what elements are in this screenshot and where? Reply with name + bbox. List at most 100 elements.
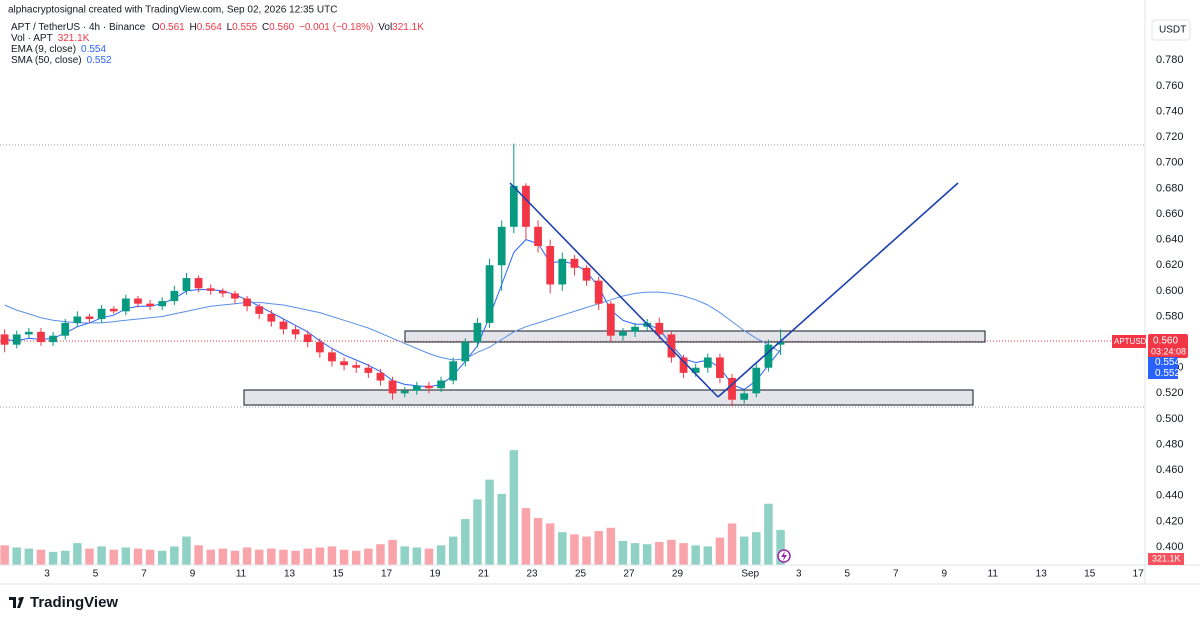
x-tick-label: 27 (623, 569, 635, 580)
candle-body (437, 380, 445, 389)
legend-line: EMA (9, close) 0.554 (11, 44, 106, 55)
candle-body (279, 321, 288, 330)
volume-bar (521, 508, 531, 565)
x-tick-label: 5 (93, 569, 99, 580)
candle-body (24, 331, 33, 335)
trend-line (509, 182, 719, 398)
candle-body (582, 267, 591, 281)
price-tag-text: 0.560 (1153, 336, 1178, 347)
candle-body (400, 390, 409, 394)
candle-body (546, 246, 555, 285)
volume-bar (121, 547, 131, 565)
y-tick-label: 0.460 (1156, 464, 1184, 476)
volume-bar (448, 536, 458, 565)
volume-bar (400, 546, 409, 565)
volume-bar (485, 479, 494, 565)
volume-bar (327, 546, 337, 565)
ema-tag-text: 0.554 (1155, 357, 1180, 368)
candle-body (703, 357, 712, 368)
legend-value: 321.1K (58, 33, 90, 44)
volume-bar (303, 548, 312, 565)
volume-bar (412, 547, 422, 565)
volume-bar (655, 542, 664, 565)
candle-body (522, 185, 530, 227)
trend-lines (509, 182, 959, 398)
candle-body (61, 322, 70, 336)
price-tags: USDT APTUSDT 0.560 03:24:08 0.554 0.552 … (1112, 19, 1191, 565)
sma-tag (1148, 368, 1178, 379)
symbol: APT / TetherUS · 4h · Binance (11, 22, 146, 33)
alert-bolt (781, 551, 787, 561)
currency: USDT (1159, 25, 1186, 36)
resistance-zone (404, 330, 986, 343)
vol-value: 321.1K (392, 22, 424, 33)
volume-bar (364, 548, 373, 565)
candle-body (73, 316, 82, 323)
volume-bar (97, 546, 106, 565)
legend-name: SMA (50, close) (11, 55, 82, 66)
candle-body (158, 301, 167, 307)
y-tick-label: 0.780 (1156, 54, 1184, 66)
legend-name: EMA (9, close) (11, 44, 76, 55)
drawings (0, 144, 1145, 408)
y-tick-label: 0.440 (1156, 490, 1184, 502)
ohlc-key: L (227, 22, 233, 33)
candle-body (619, 331, 627, 336)
volume-bar (170, 546, 179, 565)
candle-body (728, 377, 736, 400)
x-tick-label: 15 (332, 569, 344, 580)
volume-bar (752, 532, 761, 565)
vol-key: Vol (378, 22, 392, 33)
x-tick-label: 25 (575, 569, 587, 580)
candle-body (267, 313, 276, 322)
x-tick-label: 11 (988, 569, 999, 580)
candle-body (37, 331, 45, 343)
volume-bar (109, 549, 118, 565)
x-tick-label: 11 (236, 569, 247, 580)
logo: TradingView (9, 594, 118, 611)
volume-bar (279, 549, 288, 565)
x-tick-label: 19 (429, 569, 441, 580)
candle-body (740, 393, 749, 400)
legend-line: Vol · APT 321.1K (11, 33, 90, 44)
volume-bar (254, 549, 264, 565)
plot (0, 143, 785, 565)
volume-bar (267, 548, 276, 565)
volume-bar (24, 548, 34, 565)
y-tick-label: 0.740 (1156, 105, 1184, 117)
countdown: 03:24:08 (1151, 346, 1186, 356)
symbol-tag (1112, 335, 1146, 348)
candle-body (752, 367, 761, 394)
volume-bar (776, 529, 785, 565)
y-tick-label: 0.660 (1156, 208, 1184, 220)
sma-tag-text: 0.552 (1155, 368, 1180, 379)
y-tick-label: 0.420 (1156, 515, 1184, 527)
candle-body (679, 357, 688, 373)
candle-body (667, 334, 676, 358)
legend-main: APT / TetherUS · 4h · Binance O0.561 H0.… (11, 22, 424, 33)
y-tick-label: 0.640 (1156, 234, 1184, 246)
volume-bar (642, 544, 652, 565)
candle-body (315, 342, 324, 353)
x-tick-label: 3 (796, 569, 802, 580)
volume-bar (558, 532, 567, 565)
x-tick-label: 9 (190, 569, 196, 580)
x-tick-label: 7 (141, 569, 147, 580)
x-tick-label: 3 (44, 569, 50, 580)
candle-body (461, 342, 470, 362)
logo-dot (18, 597, 22, 601)
volume-bar (497, 493, 506, 565)
x-tick-label: 7 (893, 569, 899, 580)
candle-body (485, 265, 494, 323)
volume-tag-text: 321.1K (1152, 553, 1181, 563)
volume-bar (230, 550, 240, 565)
candle-body (303, 334, 312, 343)
y-tick-label: 0.760 (1156, 80, 1184, 92)
y-tick-label: 0.520 (1156, 387, 1184, 399)
candle-body (291, 329, 300, 335)
volume-bar (48, 551, 58, 565)
candle-body (388, 380, 397, 394)
volume-bar (545, 523, 555, 565)
y-tick-label: 0.720 (1156, 131, 1184, 143)
